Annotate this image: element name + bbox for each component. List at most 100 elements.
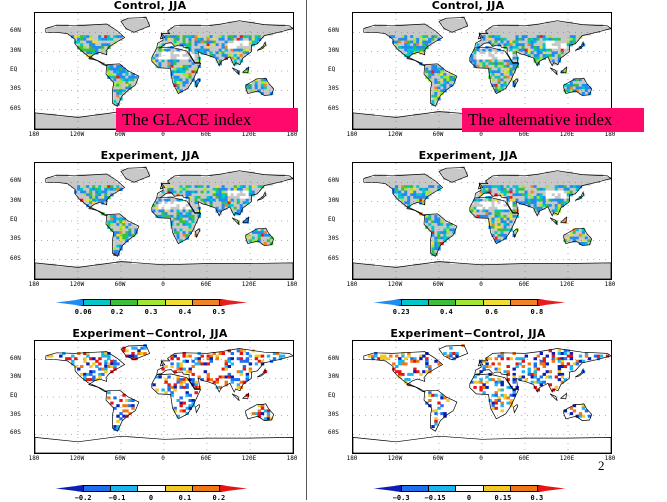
lat-tick-label: EQ	[10, 216, 17, 223]
coastline	[35, 436, 293, 453]
panel-title: Experiment, JJA	[0, 149, 300, 162]
lon-tick-label: 120E	[242, 455, 256, 462]
lon-tick-label: 0	[161, 455, 165, 462]
colorbar-label: 0.3	[531, 494, 544, 502]
lon-tick-label: 60E	[201, 455, 212, 462]
colorbar-label: −0.3	[393, 494, 410, 502]
colorbar-segment	[219, 299, 247, 306]
lat-tick-label: 30N	[10, 47, 21, 54]
lon-tick-label: 120E	[242, 281, 256, 288]
colorbar-segment	[374, 485, 402, 492]
lat-tick-label: 30N	[10, 197, 21, 204]
lat-tick-label: 60N	[10, 355, 21, 362]
coastline	[575, 369, 584, 377]
lat-tick-label: 60N	[328, 27, 339, 34]
lon-tick-label: 60E	[519, 131, 530, 138]
lat-tick-label: 30S	[328, 411, 339, 418]
colorbar-label: 0.4	[179, 308, 192, 316]
colorbar-segment	[83, 299, 111, 306]
colorbar-segment	[401, 485, 429, 492]
lon-tick-label: 180	[347, 131, 358, 138]
lon-tick-label: 180	[605, 131, 616, 138]
panel-title: Control, JJA	[0, 0, 300, 12]
lat-tick-label: 30S	[10, 411, 21, 418]
colorbar-segment	[137, 485, 165, 492]
coastline	[514, 405, 518, 413]
lat-tick-label: EQ	[10, 66, 17, 73]
colorbar-segment	[110, 299, 138, 306]
colorbar-segment	[137, 299, 165, 306]
lat-tick-label: 30S	[328, 235, 339, 242]
colorbar-segment	[483, 485, 511, 492]
coastline	[550, 68, 557, 75]
lon-tick-label: 180	[29, 281, 40, 288]
colorbar-segment	[537, 485, 565, 492]
colorbar-label: −0.2	[75, 494, 92, 502]
colorbar-segment	[192, 299, 220, 306]
glace-index-label: The GLACE index	[116, 108, 298, 132]
colorbar-segment	[483, 299, 511, 306]
lon-tick-label: 60E	[201, 131, 212, 138]
world-map	[34, 162, 294, 280]
colorbar-label: 0.4	[440, 308, 453, 316]
colorbar-segment	[510, 485, 538, 492]
lon-tick-label: 120E	[560, 281, 574, 288]
colorbar-segment	[401, 299, 429, 306]
lat-tick-label: 30N	[328, 47, 339, 54]
colorbar-segment	[110, 485, 138, 492]
lat-tick-label: 60S	[10, 105, 21, 112]
colorbar-segment	[192, 485, 220, 492]
lat-tick-label: 60S	[328, 105, 339, 112]
colorbar-segment	[428, 485, 456, 492]
lat-tick-label: 60N	[328, 355, 339, 362]
lon-tick-label: 120W	[388, 131, 402, 138]
colorbar-segment	[165, 299, 193, 306]
lat-tick-label: 60S	[10, 255, 21, 262]
panel-title: Experiment, JJA	[318, 149, 618, 162]
coastline	[232, 394, 239, 401]
world-map	[34, 340, 294, 454]
lon-tick-label: 60W	[433, 281, 444, 288]
colorbar-label: 0.6	[485, 308, 498, 316]
lon-tick-label: 60W	[115, 455, 126, 462]
lon-tick-label: 120W	[70, 455, 84, 462]
alternative-index-label: The alternative index	[462, 108, 644, 132]
lat-tick-label: EQ	[328, 66, 335, 73]
coastline	[232, 68, 239, 75]
coastline	[550, 394, 557, 401]
lat-tick-label: 30N	[328, 373, 339, 380]
lon-tick-label: 0	[161, 281, 165, 288]
colorbar-label: 0.5	[213, 308, 226, 316]
map-plot	[353, 163, 611, 279]
lon-tick-label: 60E	[519, 281, 530, 288]
lat-tick-label: EQ	[10, 392, 17, 399]
colorbar-label: 0.15	[494, 494, 511, 502]
lon-tick-label: 120W	[70, 281, 84, 288]
lon-tick-label: 0	[479, 131, 483, 138]
colorbar-segment	[455, 485, 483, 492]
colorbar-label: 0.23	[393, 308, 410, 316]
map-plot	[35, 163, 293, 279]
lon-tick-label: 120W	[388, 455, 402, 462]
lat-tick-label: 30N	[10, 373, 21, 380]
lon-tick-label: 180	[29, 131, 40, 138]
panel-title: Experiment−Control, JJA	[0, 327, 300, 340]
coastline	[364, 352, 443, 392]
colorbar-label: 0.3	[145, 308, 158, 316]
colorbar-segment	[374, 299, 402, 306]
lon-tick-label: 60W	[115, 131, 126, 138]
lon-tick-label: 60W	[115, 281, 126, 288]
colorbar-label: 0	[149, 494, 153, 502]
lon-tick-label: 120E	[560, 455, 574, 462]
lon-tick-label: 180	[605, 281, 616, 288]
lat-tick-label: 30S	[10, 235, 21, 242]
lon-tick-label: 180	[287, 455, 298, 462]
lon-tick-label: 120W	[70, 131, 84, 138]
panel-title: Experiment−Control, JJA	[318, 327, 618, 340]
lon-tick-label: 120E	[560, 131, 574, 138]
